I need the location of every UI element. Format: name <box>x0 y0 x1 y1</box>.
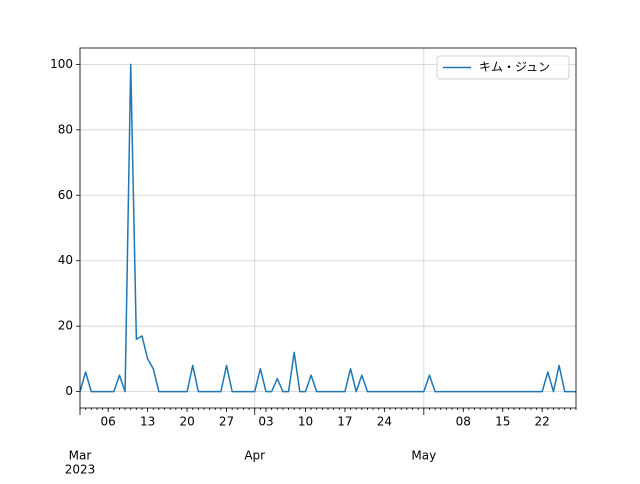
x-tick-label: Apr <box>244 449 265 463</box>
y-tick-label: 60 <box>58 188 73 202</box>
y-tick-label: 0 <box>65 384 73 398</box>
x-tick-label: 17 <box>337 415 352 429</box>
x-tick-label: 08 <box>456 415 471 429</box>
x-tick-label: 10 <box>298 415 313 429</box>
legend-box <box>436 55 570 80</box>
x-tick-label: 03 <box>258 415 273 429</box>
y-tick-label: 20 <box>58 319 73 333</box>
legend-label: キム・ジュン <box>479 60 550 74</box>
x-tick-label: 22 <box>535 415 550 429</box>
x-tick-label: Mar <box>69 449 92 463</box>
plot-frame <box>79 47 577 409</box>
x-tick-label: 15 <box>495 415 510 429</box>
x-tick-label: 24 <box>377 415 392 429</box>
x-tick-label: May <box>411 449 436 463</box>
x-tick-sublabel: 2023 <box>65 463 96 477</box>
x-tick-label: 20 <box>179 415 194 429</box>
y-tick-label: 100 <box>50 57 73 71</box>
x-tick-label: 27 <box>219 415 234 429</box>
x-tick-label: 06 <box>101 415 116 429</box>
y-tick-label: 80 <box>58 122 73 136</box>
x-tick-label: 13 <box>140 415 155 429</box>
line-series <box>79 63 576 393</box>
y-tick-label: 40 <box>58 253 73 267</box>
